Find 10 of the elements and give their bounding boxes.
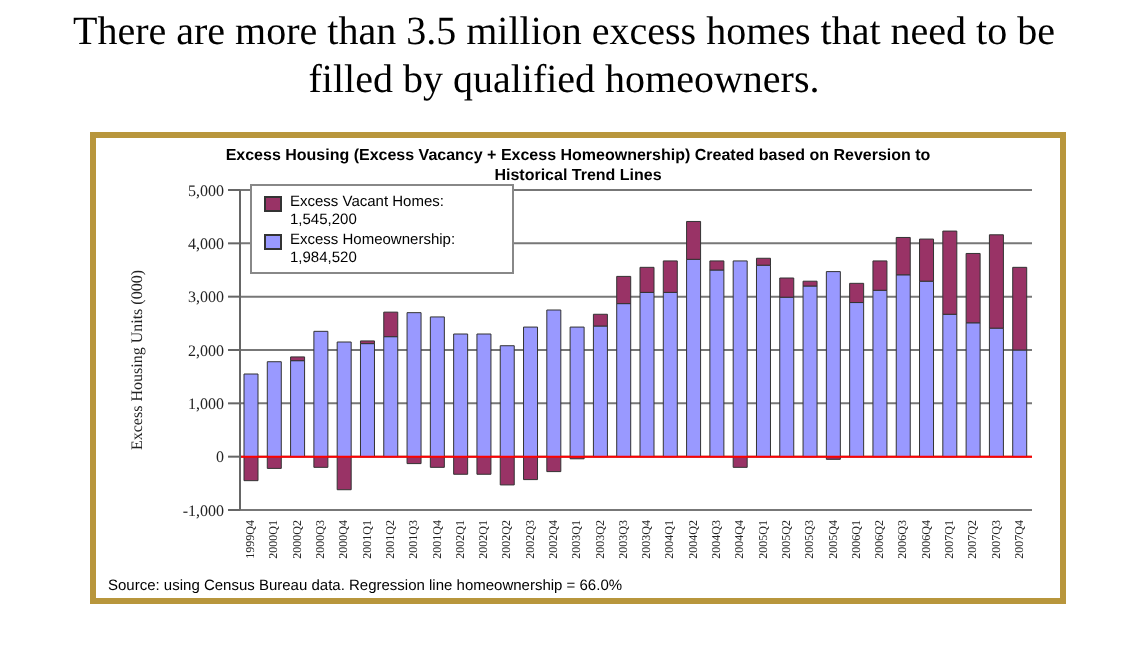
chart-title: There are more than 3.5 million excess homes that need to be filled by qualified homeowners. <box>71 8 1057 104</box>
y-tick-label: 5,000 <box>188 181 224 200</box>
y-tick-label: 2,000 <box>188 341 224 360</box>
y-tick-label: 1,000 <box>188 395 224 414</box>
y-axis-title: Excess Housing Units (000) <box>127 269 146 450</box>
y-tick-label: -1,000 <box>182 501 224 520</box>
y-tick-label: 0 <box>216 448 224 467</box>
y-tick-label: 4,000 <box>188 235 224 254</box>
chart-subtitle: Excess Housing (Excess Vacancy + Excess Homeownership) Created based on Reversion to Historical Trend Lines <box>225 146 931 184</box>
y-tick-label: 3,000 <box>188 288 224 307</box>
